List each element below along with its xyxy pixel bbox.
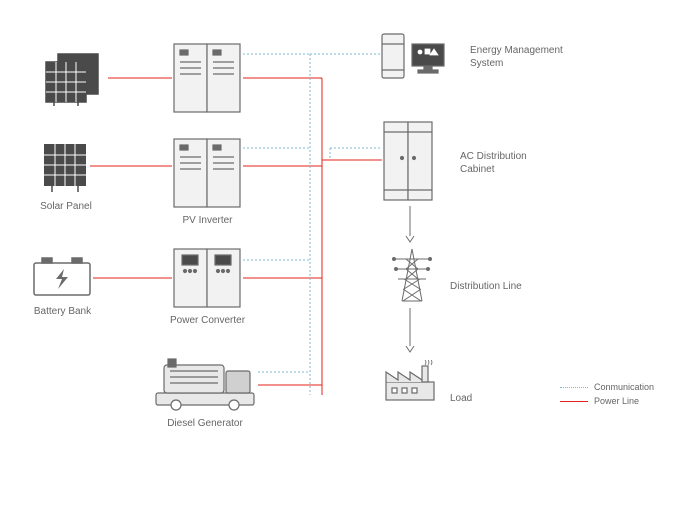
legend-power-line [560,401,588,402]
generator-icon [150,355,260,413]
solar-panel-2-node: Solar Panel [40,140,92,213]
dist-line-label: Distribution Line [450,280,522,293]
power-converter-node: Power Converter [170,245,245,327]
ac-cabinet-node [380,118,436,204]
load-node [382,360,438,404]
solar-panel-icon [40,140,92,196]
legend-comm-line [560,387,588,388]
tower-icon [388,245,436,305]
ems-node [378,30,450,82]
diesel-generator-label: Diesel Generator [167,417,243,430]
solar-panel-node [40,48,110,108]
pv-inverter-node [170,40,245,115]
inverter-icon [170,135,245,210]
factory-icon [382,360,438,404]
ems-icon [378,30,450,82]
pv-inverter-label: PV Inverter [182,214,232,227]
solar-panel-icon [40,48,110,108]
solar-panel-label: Solar Panel [40,200,92,213]
power-converter-label: Power Converter [170,314,245,327]
legend-item: Power Line [560,396,654,406]
cabinet-icon [380,118,436,204]
legend-label: Conmunication [594,382,654,392]
pv-inverter-2-node: PV Inverter [170,135,245,227]
battery-icon [30,255,95,301]
load-label: Load [450,392,472,405]
dist-line-node [388,245,436,305]
ac-cabinet-label: AC DistributionCabinet [460,150,527,176]
battery-bank-node: Battery Bank [30,255,95,318]
diesel-generator-node: Diesel Generator [150,355,260,430]
ems-label: Energy ManagementSystem [470,44,563,70]
legend-label: Power Line [594,396,639,406]
legend: Conmunication Power Line [560,382,654,410]
legend-item: Conmunication [560,382,654,392]
inverter-icon [170,40,245,115]
converter-icon [170,245,245,310]
battery-bank-label: Battery Bank [34,305,91,318]
